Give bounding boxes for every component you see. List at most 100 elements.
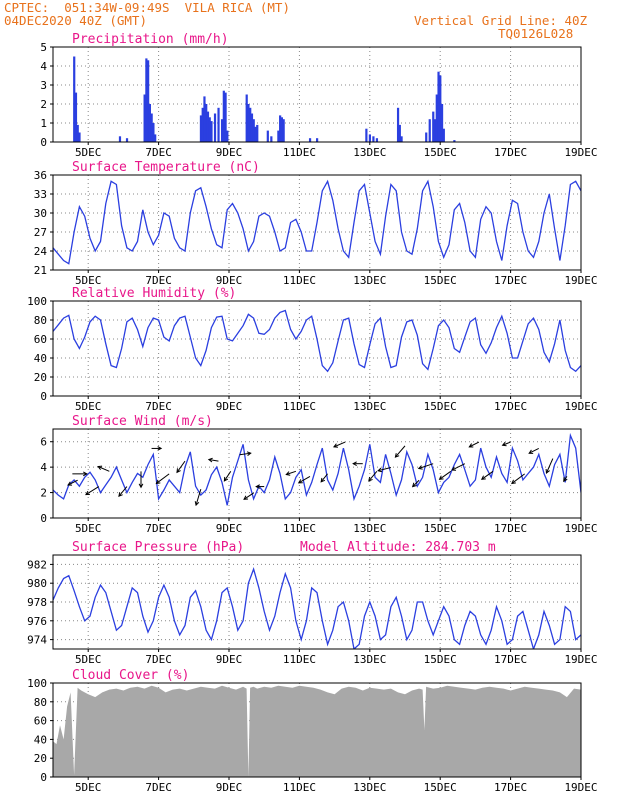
panel-title: Surface Wind (m/s) [72,414,213,429]
precip-bar [316,138,319,142]
xtick-label: 9DEC [216,400,243,413]
wind-arrow [395,445,406,458]
wind-arrow-head [411,482,417,488]
precip-bar [277,130,280,142]
precip-bar [217,107,220,142]
wind-arrow-head [85,490,90,496]
wind-arrow [67,479,78,486]
xtick-label: 5DEC [75,653,102,666]
wind-arrow [545,458,554,474]
xtick-label: 19DEC [564,653,597,666]
series-line [53,432,581,506]
precip-bar [280,117,283,142]
wind-arrow-head [333,443,338,448]
panel-4 [50,428,582,521]
wind-arrow [469,441,480,448]
ytick-label: 20 [34,752,47,765]
xtick-label: 17DEC [494,400,527,413]
xtick-label: 19DEC [564,146,597,159]
wind-arrow-head [480,475,486,480]
xtick-label: 19DEC [564,781,597,794]
xtick-label: 19DEC [564,400,597,413]
precip-bar [432,111,435,142]
precip-bar [154,134,157,142]
panel-5 [50,554,582,652]
plot-area [53,179,581,265]
xtick-label: 11DEC [283,653,316,666]
precip-bar [396,107,400,142]
precip-bar [249,107,252,142]
xtick-label: 7DEC [145,781,172,794]
precip-bar [145,58,148,142]
station-header: CPTEC: 051:34W-09:49S VILA RICA (MT) [4,0,290,15]
ytick-label: 4 [40,461,47,474]
wind-arrow-head [97,465,103,470]
series-line [53,309,581,373]
xtick-label: 11DEC [283,781,316,794]
ytick-label: 0 [40,390,47,403]
xtick-label: 11DEC [283,146,316,159]
ytick-label: 20 [34,371,47,384]
wind-arrow-head [563,477,568,483]
panel-frame [52,428,582,519]
wind-arrow-head [368,476,373,482]
precip-bar [425,132,428,142]
xtick-label: 17DEC [494,522,527,535]
precip-bar [206,111,210,142]
precip-bar [368,134,371,142]
wind-arrow-head [255,484,260,489]
wind-arrow [239,452,251,456]
ytick-label: 3 [40,79,47,92]
precip-bar [247,104,250,142]
plot-area [73,56,456,142]
wind-arrow [208,459,219,462]
ytick-label: 100 [27,295,47,308]
ytick-label: 21 [34,264,47,277]
ytick-label: 978 [27,596,47,609]
wind-arrow [511,473,525,484]
precip-bar [308,138,312,142]
wind-arrow [333,441,346,448]
ytick-label: 980 [27,577,47,590]
wind-arrow [85,486,100,495]
plot-area [53,685,581,777]
wind-arrow [320,473,328,483]
wind-arrow-head [176,468,181,474]
precip-bar [435,94,438,142]
ytick-label: 36 [34,169,47,182]
wind-arrow-head [297,479,303,484]
ytick-label: 982 [27,558,47,571]
panel-frame [52,682,582,778]
precip-bar [428,119,431,142]
wind-arrow [243,492,254,500]
xtick-label: 7DEC [145,400,172,413]
xtick-label: 13DEC [353,274,386,287]
precip-bar [222,90,225,142]
precip-bar [266,130,269,142]
xtick-label: 17DEC [494,781,527,794]
xtick-label: 13DEC [353,400,386,413]
wind-arrow-head [67,481,73,486]
precip-bar [76,124,79,142]
wind-arrow-head [320,477,326,483]
wind-arrow [481,470,494,480]
ytick-label: 80 [34,314,47,327]
ytick-label: 100 [27,677,47,690]
ytick-label: 40 [34,352,47,365]
precip-bar [213,113,217,142]
panel-2 [50,174,582,273]
panel-title: Precipitation (mm/h) [72,32,229,47]
precip-bar [398,124,401,142]
xtick-label: 17DEC [494,653,527,666]
ytick-label: 60 [34,715,47,728]
plot-area [53,566,581,649]
panel-frame [52,174,582,271]
wind-arrow-head [417,465,423,470]
wind-arrow-head [377,467,383,473]
panel-title: Surface Temperature (nC) [72,160,260,175]
wind-arrow-head [352,461,357,467]
xtick-label: 13DEC [353,781,386,794]
ytick-label: 4 [40,60,47,73]
panel-title: Surface Pressure (hPa) [72,540,244,555]
precip-bar [372,136,375,142]
